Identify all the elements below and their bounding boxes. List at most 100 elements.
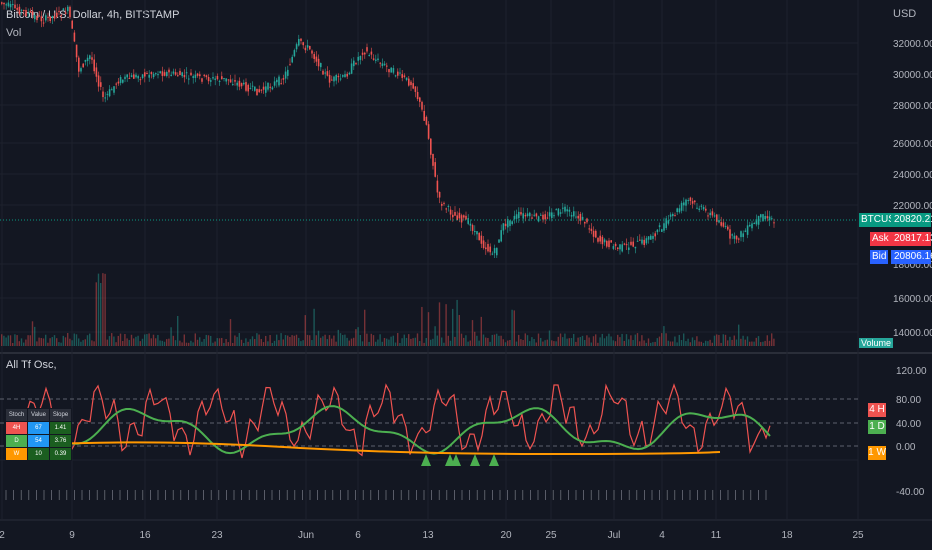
candle-body xyxy=(612,246,615,249)
volume-bar xyxy=(126,338,128,346)
candle-body xyxy=(522,213,524,219)
volume-bar xyxy=(434,326,436,346)
candle-body xyxy=(161,71,164,76)
volume-bar xyxy=(359,334,361,346)
volume-bar xyxy=(399,342,401,346)
volume-bar xyxy=(317,330,320,346)
candle-body xyxy=(82,63,84,68)
candle-body xyxy=(177,75,179,77)
candle-body xyxy=(282,78,285,80)
price-axis[interactable]: 32000.00 30000.00 28000.00 26000.00 24000.00… xyxy=(893,39,932,339)
volume-bar xyxy=(3,335,5,346)
candle-body xyxy=(645,238,648,244)
candle-body xyxy=(238,80,241,87)
candle-body xyxy=(452,214,454,218)
candle-body xyxy=(267,82,269,90)
oscillator-title[interactable]: All Tf Osc, xyxy=(6,359,57,371)
volume-bar xyxy=(194,333,196,346)
candle-body xyxy=(5,4,7,6)
volume-bar xyxy=(78,338,80,346)
volume-bar xyxy=(161,340,163,346)
candle-body xyxy=(368,55,370,57)
volume-bar xyxy=(559,333,562,346)
candle-body xyxy=(575,216,577,218)
candle-body xyxy=(735,235,738,240)
candle-body xyxy=(419,97,421,102)
buy-signal-marker xyxy=(451,454,461,466)
volume-bar xyxy=(465,335,467,346)
volume-bar xyxy=(573,333,575,346)
volume-bar xyxy=(300,341,302,346)
oscillator-axis[interactable]: 120.00 80.00 40.00 0.00 -40.00 xyxy=(896,366,927,498)
volume-bar xyxy=(181,342,183,346)
candle-body xyxy=(566,209,568,212)
candle-body xyxy=(337,75,340,78)
price-tick-label: 26000.00 xyxy=(893,139,932,150)
time-axis[interactable]: 2 9 16 23 Jun 6 13 20 25 Jul 4 11 18 25 xyxy=(0,530,864,541)
candle-body xyxy=(707,215,709,217)
ask-badge: Ask xyxy=(870,232,891,246)
candle-body xyxy=(174,72,177,75)
candle-body xyxy=(185,72,188,74)
price-tick-label: 28000.00 xyxy=(893,101,932,112)
candle-body xyxy=(727,226,729,230)
volume-bar xyxy=(544,340,546,346)
volume-bar xyxy=(333,335,335,346)
volume-bar xyxy=(480,316,482,346)
volume-bar xyxy=(34,326,36,346)
candle-body xyxy=(487,243,489,252)
volume-bar xyxy=(515,341,518,346)
candle-body xyxy=(698,208,700,210)
volume-bar xyxy=(588,337,590,346)
volume-bar xyxy=(368,341,370,346)
candle-body xyxy=(733,235,736,239)
candle-body xyxy=(573,211,575,217)
volume-bar xyxy=(412,338,414,346)
candle-body xyxy=(64,12,67,14)
candle-body xyxy=(529,212,531,217)
volume-bar xyxy=(724,334,727,346)
candle-body xyxy=(293,50,296,57)
value-cell: 54 xyxy=(27,434,50,448)
volume-bar xyxy=(425,338,427,346)
candle-body xyxy=(476,231,478,235)
candle-body xyxy=(137,76,139,79)
volume-bar xyxy=(232,342,234,346)
candle-body xyxy=(73,32,76,42)
candle-body xyxy=(606,240,608,247)
candle-body xyxy=(390,67,392,73)
candle-body xyxy=(192,76,194,78)
volume-bar xyxy=(339,333,342,346)
candle-body xyxy=(355,63,357,65)
candle-body xyxy=(768,216,771,221)
candle-body xyxy=(14,4,16,9)
candle-body xyxy=(309,45,311,50)
candle-body xyxy=(427,124,430,139)
volume-bar xyxy=(469,340,471,346)
candle-body xyxy=(749,224,751,227)
volume-bar xyxy=(381,341,383,346)
volume-bar xyxy=(438,302,441,346)
volume-bar xyxy=(650,342,652,346)
volume-bar xyxy=(621,333,623,346)
candle-body xyxy=(1,2,3,4)
stoch-1w-line xyxy=(7,441,721,456)
candle-body xyxy=(465,215,467,220)
candle-body xyxy=(496,247,498,256)
volume-bar xyxy=(315,335,317,346)
candle-body xyxy=(102,91,104,98)
candle-body xyxy=(555,209,557,211)
volume-bar xyxy=(139,341,141,346)
volume-bar xyxy=(289,336,291,346)
candle-body xyxy=(399,72,401,74)
volume-bar xyxy=(568,338,570,346)
volume-bar xyxy=(350,338,353,346)
volume-bar xyxy=(82,340,84,346)
volume-bar xyxy=(214,341,216,346)
volume-indicator-label[interactable]: Vol xyxy=(6,27,22,39)
volume-bar xyxy=(163,341,166,346)
volume-bar xyxy=(546,339,548,346)
volume-bar xyxy=(478,340,480,346)
bid-price-value: 20806.16 xyxy=(891,250,932,264)
